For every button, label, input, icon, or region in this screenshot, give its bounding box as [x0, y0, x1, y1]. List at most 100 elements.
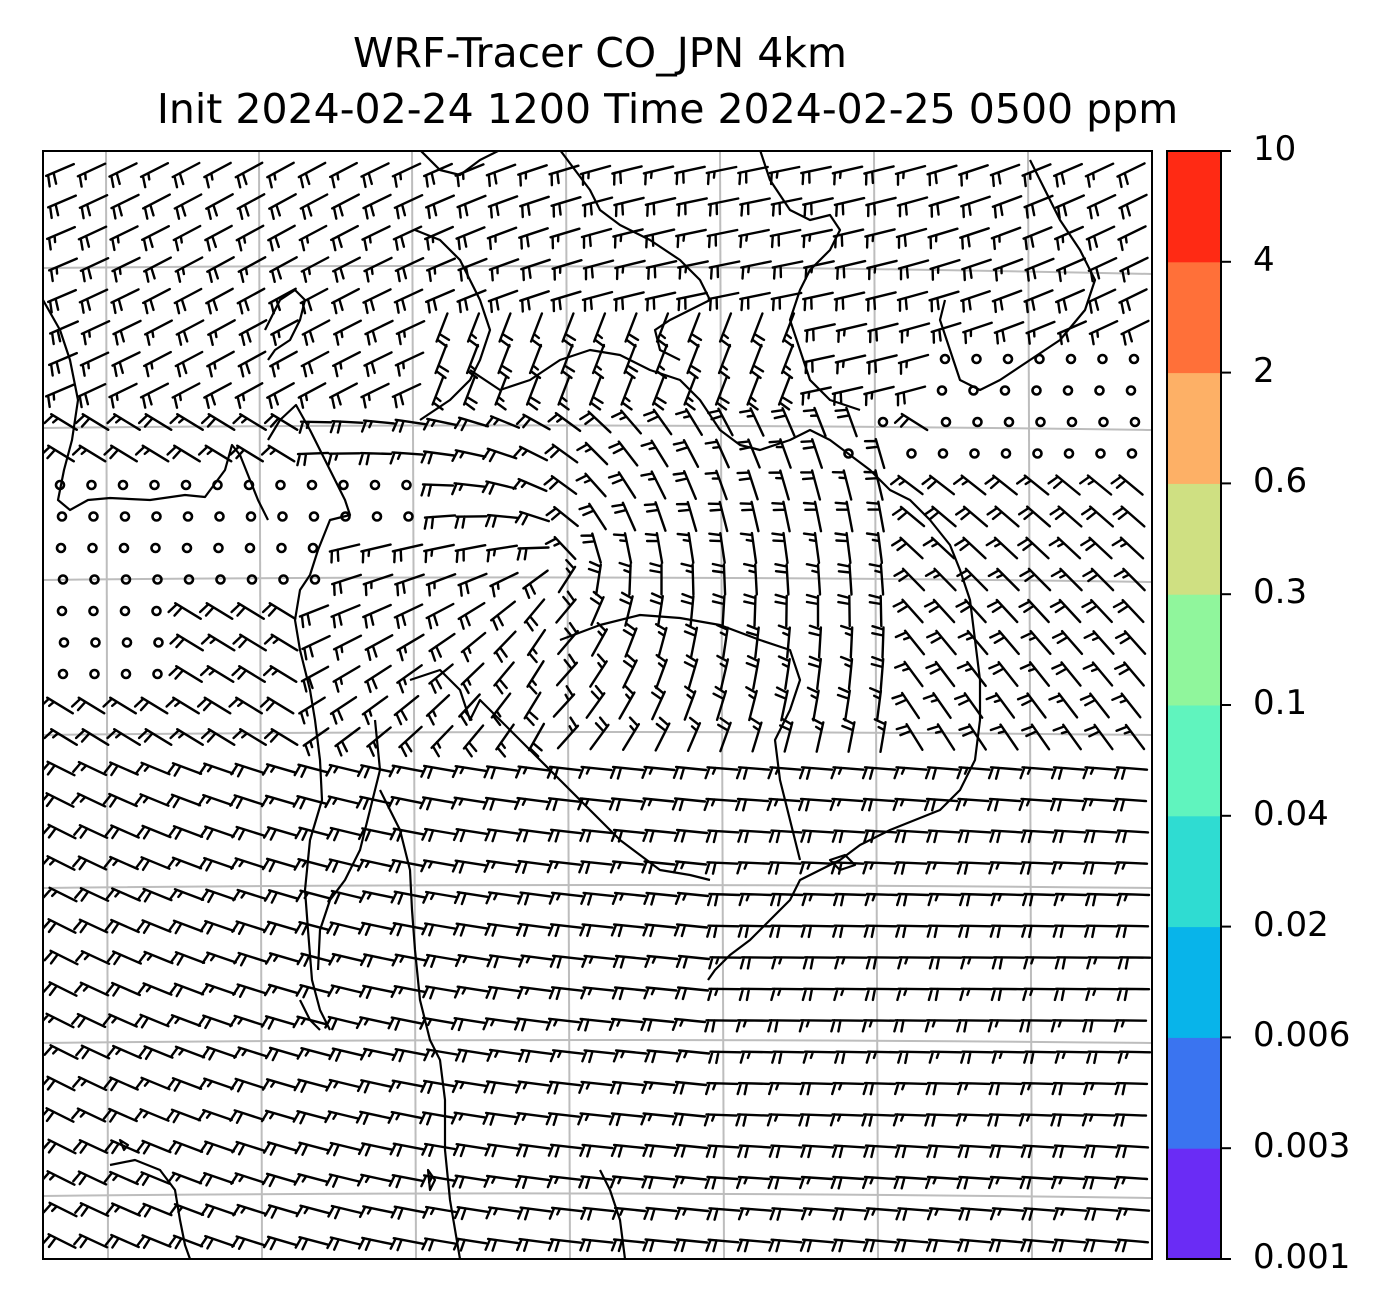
wind-barb	[989, 924, 1024, 939]
wind-barb	[830, 1019, 864, 1033]
wind-barb	[806, 686, 820, 722]
wind-barb	[805, 563, 822, 596]
wind-barb	[1085, 892, 1119, 907]
wind-barb	[861, 1019, 896, 1033]
wind-barb	[707, 500, 729, 533]
wind-barb	[1016, 692, 1047, 719]
wind-barb	[363, 256, 393, 283]
wind-barb	[714, 375, 730, 411]
wind-barb	[925, 1081, 960, 1096]
wind-barb	[515, 1080, 550, 1094]
wind-barb	[579, 410, 612, 434]
wind-barb	[831, 1144, 866, 1159]
wind-barb	[863, 165, 895, 186]
wind-barb	[331, 193, 360, 220]
wind-barb	[364, 664, 392, 694]
wind-barb	[739, 956, 774, 970]
wind-barb	[1081, 505, 1114, 528]
wind-barb	[676, 291, 708, 312]
wind-barb	[800, 829, 835, 844]
wind-barb	[640, 797, 675, 811]
wind-barb	[43, 1201, 78, 1218]
wind-barb	[655, 312, 670, 348]
wind-barb	[395, 320, 426, 346]
wind-barb	[232, 728, 267, 746]
wind-barb	[581, 954, 616, 968]
wind-barb	[199, 1234, 235, 1250]
wind-barb	[1117, 225, 1147, 252]
wind-barb	[387, 795, 423, 809]
wind-barb	[958, 164, 989, 187]
wind-barb	[923, 505, 957, 528]
wind-barb	[358, 890, 394, 904]
wind-barb	[135, 1076, 171, 1091]
wind-barb	[422, 417, 458, 431]
wind-barb	[1053, 892, 1088, 907]
wind-barb	[523, 598, 546, 632]
wind-barb	[581, 290, 614, 312]
wind-barb	[298, 224, 328, 252]
wind-barb	[958, 1207, 993, 1221]
wind-barb	[893, 412, 929, 432]
calm-wind-marker	[877, 416, 889, 428]
colorbar-tick-label: 0.02	[1253, 904, 1329, 945]
wind-barb	[898, 322, 931, 344]
calm-wind-marker	[118, 542, 130, 554]
calm-wind-marker	[57, 668, 69, 680]
wind-barb	[45, 383, 75, 409]
coastline-segment	[469, 348, 982, 981]
wind-barb	[270, 319, 299, 346]
wind-barb	[578, 765, 613, 779]
wind-barb	[104, 1139, 140, 1155]
parallel-line	[43, 265, 1152, 275]
wind-barb	[197, 1014, 233, 1030]
wind-barb	[1050, 797, 1085, 812]
wind-barb	[327, 984, 363, 998]
wind-barb	[833, 291, 866, 312]
wind-barb	[557, 558, 577, 594]
wind-barb	[894, 629, 926, 656]
wind-barb	[929, 258, 961, 281]
wind-barb	[80, 320, 111, 346]
wind-barb	[514, 1017, 549, 1032]
wind-barb	[421, 1142, 456, 1157]
wind-barb	[1022, 226, 1053, 251]
wind-barb	[587, 560, 602, 596]
wind-barb	[799, 1081, 834, 1096]
wind-barb	[985, 536, 1019, 560]
wind-barb	[515, 413, 551, 431]
wind-barb	[103, 761, 139, 777]
wind-barb	[1049, 505, 1083, 528]
wind-barb	[581, 1049, 616, 1064]
wind-barb	[168, 982, 205, 998]
wind-barb	[230, 857, 266, 870]
calm-wind-marker	[1095, 448, 1106, 459]
wind-barb	[293, 1173, 329, 1186]
wind-barb	[359, 953, 395, 968]
wind-barb	[456, 289, 487, 314]
wind-barb	[800, 386, 832, 406]
wind-barb	[362, 288, 392, 315]
wind-barb	[357, 1236, 393, 1251]
wind-barb	[798, 1019, 833, 1033]
wind-barb	[766, 1113, 801, 1127]
wind-barb	[683, 685, 697, 721]
wind-barb	[676, 532, 695, 564]
wind-barb	[1086, 1050, 1120, 1065]
wind-barb	[517, 164, 548, 187]
wind-barb	[234, 161, 264, 189]
calm-wind-marker	[307, 542, 319, 554]
meridian-line	[411, 151, 417, 1259]
wind-barb	[74, 1202, 110, 1217]
wind-barb	[799, 861, 834, 875]
calm-wind-marker	[180, 479, 192, 491]
wind-barb	[514, 1111, 549, 1126]
wind-barb	[750, 312, 766, 348]
wind-barb	[420, 764, 455, 779]
wind-barb	[1115, 723, 1146, 751]
wind-barb	[199, 919, 235, 935]
wind-barb	[800, 469, 822, 501]
wind-barb	[802, 1050, 837, 1064]
wind-barb	[1083, 1238, 1118, 1253]
